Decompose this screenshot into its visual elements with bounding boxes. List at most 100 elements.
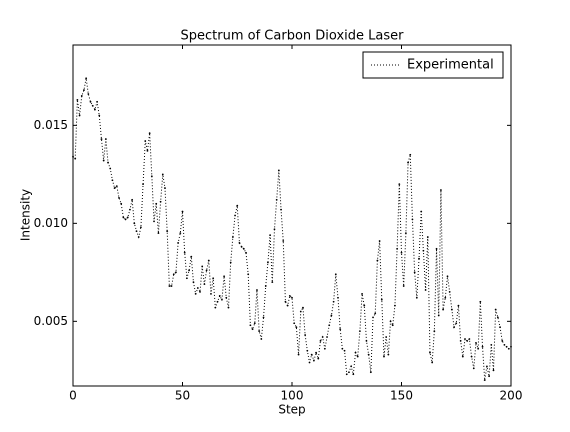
data-point — [426, 236, 429, 238]
data-point — [418, 257, 420, 260]
data-point — [185, 277, 188, 280]
data-point — [450, 308, 453, 311]
data-point — [275, 198, 278, 201]
data-point — [161, 173, 164, 176]
data-point — [315, 351, 317, 354]
data-point — [490, 343, 493, 346]
data-point — [444, 296, 447, 299]
data-point — [494, 308, 497, 311]
data-point — [258, 330, 261, 333]
data-point — [302, 306, 304, 309]
data-point — [383, 355, 385, 358]
data-point — [334, 273, 337, 276]
data-point — [194, 292, 197, 295]
data-point — [435, 247, 438, 250]
x-tick-label: 150 — [390, 389, 413, 403]
data-point — [337, 296, 339, 299]
data-point — [286, 304, 289, 307]
data-point — [378, 240, 381, 242]
data-point — [107, 161, 109, 164]
data-point — [102, 159, 105, 162]
data-point — [118, 196, 120, 199]
data-point — [148, 132, 151, 135]
data-point — [461, 355, 464, 358]
data-point — [269, 234, 271, 236]
data-point — [326, 336, 328, 338]
data-point — [236, 204, 239, 207]
data-point — [348, 371, 350, 374]
data-point — [240, 245, 243, 248]
data-point — [496, 316, 499, 319]
data-point — [87, 93, 90, 95]
data-point — [468, 338, 471, 340]
data-point — [247, 273, 250, 276]
data-point — [488, 375, 490, 378]
data-point — [319, 340, 322, 342]
data-point — [457, 304, 460, 307]
data-point — [332, 300, 335, 303]
data-point — [175, 271, 177, 274]
data-point — [129, 208, 131, 211]
data-point — [172, 273, 175, 276]
data-point — [199, 291, 201, 293]
data-point — [422, 249, 425, 252]
data-point — [89, 100, 92, 103]
data-point — [94, 108, 96, 111]
data-point — [135, 230, 138, 233]
data-point — [146, 149, 149, 152]
data-point — [492, 369, 495, 372]
data-point — [394, 304, 396, 307]
data-point — [238, 242, 241, 244]
y-axis-label: Intensity — [19, 189, 33, 241]
data-point — [205, 269, 208, 272]
data-point — [404, 232, 407, 235]
data-point — [299, 310, 302, 313]
data-point — [98, 114, 101, 117]
data-point — [398, 183, 401, 186]
data-point — [267, 261, 269, 264]
data-point — [310, 353, 313, 356]
data-point — [455, 322, 458, 325]
x-tick-label: 100 — [281, 389, 304, 403]
y-tick-label: 0.015 — [34, 118, 68, 132]
data-point — [210, 292, 212, 295]
data-point — [293, 322, 296, 325]
data-point — [212, 277, 215, 280]
data-point — [415, 296, 418, 299]
data-point — [111, 179, 114, 182]
data-point — [253, 322, 256, 325]
data-point — [223, 275, 226, 278]
data-point — [466, 340, 469, 342]
data-point — [448, 291, 451, 293]
data-point — [459, 340, 462, 342]
data-point — [234, 214, 236, 217]
data-point — [280, 208, 282, 211]
data-point — [139, 226, 142, 229]
data-point — [431, 361, 434, 364]
data-point — [207, 259, 210, 262]
data-point — [170, 285, 173, 287]
chart-title: Spectrum of Carbon Dioxide Laser — [181, 29, 405, 44]
data-point — [131, 198, 134, 201]
y-tick-label: 0.010 — [34, 216, 68, 230]
data-point — [177, 242, 180, 244]
data-point — [284, 300, 287, 303]
data-point — [137, 236, 140, 238]
data-point — [407, 161, 409, 164]
data-point — [144, 140, 147, 142]
data-point — [225, 296, 228, 299]
data-point — [424, 289, 427, 291]
data-point — [181, 210, 184, 213]
legend-label: Experimental — [407, 58, 494, 73]
data-point — [231, 236, 234, 238]
data-point — [122, 216, 125, 219]
x-tick-label: 50 — [175, 389, 190, 403]
data-point — [472, 367, 475, 370]
x-tick-label: 0 — [69, 389, 77, 403]
data-point — [277, 169, 280, 172]
data-point — [503, 343, 506, 346]
data-point — [354, 351, 357, 354]
data-point — [358, 330, 361, 333]
data-point — [227, 306, 230, 309]
data-point — [76, 98, 79, 101]
